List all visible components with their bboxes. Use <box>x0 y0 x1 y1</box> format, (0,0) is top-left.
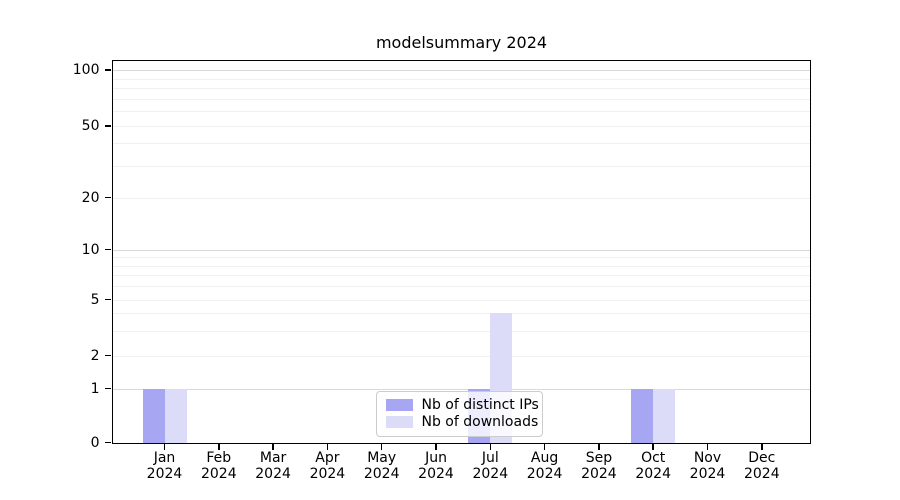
y-tick-label: 100 <box>72 62 100 79</box>
y-tick-label: 0 <box>90 434 100 451</box>
x-tick-label: Jan 2024 <box>130 450 200 482</box>
y-tick-mark <box>104 196 111 199</box>
minor-gridline <box>112 355 810 357</box>
x-tick-label: Oct 2024 <box>618 450 688 482</box>
x-tick-month: Dec <box>748 449 776 466</box>
bar-downloads <box>653 388 676 443</box>
x-tick-year: 2024 <box>743 465 780 482</box>
minor-gridline <box>112 88 810 90</box>
x-tick-year: 2024 <box>635 465 671 482</box>
x-tick-label: Nov 2024 <box>673 450 743 482</box>
x-tick-label: May 2024 <box>347 450 417 482</box>
x-tick-label: Sep 2024 <box>564 450 634 482</box>
y-tick-mark <box>104 354 111 357</box>
x-tick-mark <box>489 444 492 450</box>
y-tick-mark <box>104 298 111 301</box>
minor-gridline <box>112 165 810 167</box>
x-tick-mark <box>598 444 600 450</box>
legend-swatch-downloads <box>385 416 413 428</box>
x-tick-label: Aug 2024 <box>510 450 580 482</box>
minor-gridline <box>112 313 810 315</box>
minor-gridline <box>112 111 810 113</box>
bar-distinct-ips <box>631 388 654 443</box>
x-tick-mark <box>272 444 274 450</box>
x-tick-year: 2024 <box>200 465 237 482</box>
x-tick-year: 2024 <box>418 465 454 482</box>
x-tick-month: Mar <box>259 449 287 466</box>
x-tick-year: 2024 <box>255 465 291 482</box>
x-tick-mark <box>652 444 654 450</box>
minor-gridline <box>112 98 810 100</box>
y-tick-mark <box>104 248 111 251</box>
x-tick-year: 2024 <box>146 465 183 482</box>
x-tick-mark <box>163 444 166 450</box>
y-tick-label: 50 <box>81 117 100 134</box>
x-tick-label: Mar 2024 <box>238 450 308 482</box>
x-tick-year: 2024 <box>472 465 509 482</box>
x-tick-month: Sep <box>585 449 613 466</box>
x-tick-month: Jan <box>153 449 176 466</box>
x-tick-label: Apr 2024 <box>292 450 362 482</box>
minor-gridline <box>112 78 810 80</box>
y-tick-mark <box>104 441 111 444</box>
legend-item: Nb of downloads <box>377 414 542 431</box>
x-tick-mark <box>380 444 383 450</box>
y-tick-label: 5 <box>90 291 100 308</box>
x-tick-label: Dec 2024 <box>727 450 797 482</box>
legend-label: Nb of downloads <box>421 414 539 430</box>
minor-gridline <box>112 257 810 259</box>
y-tick-mark <box>104 387 111 390</box>
x-tick-mark <box>706 444 709 450</box>
legend: Nb of distinct IPs Nb of downloads <box>375 390 543 437</box>
minor-gridline <box>112 197 810 199</box>
minor-gridline <box>112 330 810 332</box>
x-tick-mark <box>326 444 329 450</box>
x-tick-month: Nov <box>693 449 722 466</box>
legend-item: Nb of distinct IPs <box>377 397 542 414</box>
y-tick-mark <box>104 69 111 71</box>
bar-distinct-ips <box>142 388 165 443</box>
minor-gridline <box>112 275 810 277</box>
x-tick-month: Oct <box>641 449 666 466</box>
x-tick-mark <box>435 444 437 450</box>
x-tick-label: Jul 2024 <box>455 450 525 482</box>
x-tick-month: Jul <box>481 449 499 466</box>
major-gridline <box>112 388 810 390</box>
x-tick-year: 2024 <box>689 465 726 482</box>
y-tick-label: 10 <box>81 241 100 258</box>
y-tick-label: 20 <box>81 189 100 206</box>
y-tick-label: 1 <box>90 380 100 397</box>
minor-gridline <box>112 286 810 288</box>
major-gridline <box>112 70 810 72</box>
x-tick-month: Aug <box>530 449 559 466</box>
minor-gridline <box>112 265 810 267</box>
x-tick-month: May <box>367 449 397 466</box>
minor-gridline <box>112 125 810 127</box>
major-gridline <box>112 249 810 251</box>
x-tick-year: 2024 <box>309 465 346 482</box>
x-tick-month: Feb <box>206 449 232 466</box>
legend-label: Nb of distinct IPs <box>421 397 539 413</box>
plot-area: 100 50 20 10 5 2 1 0 Jan 2024 Feb 2024 Mar 2024 Apr 20… <box>73 59 811 482</box>
x-tick-year: 2024 <box>363 465 400 482</box>
x-tick-month: Jun <box>425 449 447 466</box>
bar-downloads <box>164 388 187 443</box>
minor-gridline <box>112 299 810 301</box>
y-tick-label: 2 <box>90 347 100 364</box>
x-tick-year: 2024 <box>526 465 563 482</box>
chart-title: modelsummary 2024 <box>375 33 548 52</box>
x-tick-mark <box>543 444 546 450</box>
x-tick-mark <box>218 444 220 450</box>
y-tick-mark <box>104 125 111 127</box>
x-tick-year: 2024 <box>581 465 617 482</box>
minor-gridline <box>112 143 810 145</box>
x-tick-month: Apr <box>315 449 340 466</box>
x-tick-label: Feb 2024 <box>184 450 254 482</box>
x-tick-mark <box>761 444 763 450</box>
x-tick-label: Jun 2024 <box>401 450 471 482</box>
legend-swatch-distinct-ips <box>385 399 413 411</box>
